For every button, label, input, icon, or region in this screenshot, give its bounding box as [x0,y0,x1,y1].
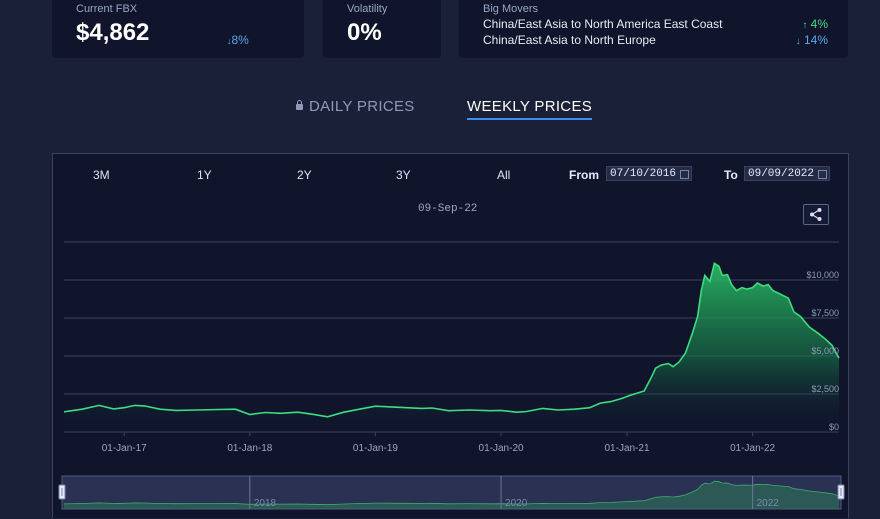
mover-row[interactable]: China/East Asia to North Europe ↓ 14% [483,32,828,48]
arrow-up-icon: ↑ [802,20,808,31]
y-tick-label: $5,000 [811,346,839,356]
price-chart[interactable]: $0 $2,500 $5,000 $7,500 $10,000 01-Jan-17 01-… [53,154,848,519]
fbx-value: $4,862 [76,19,150,46]
mover-route: China/East Asia to North Europe [483,33,656,47]
y-tick-label: $7,500 [811,308,839,318]
mover-change: ↓ 14% [796,32,828,50]
range-button-3m[interactable]: 3M [93,168,110,182]
navigator-line [63,480,840,506]
y-tick-label: $10,000 [806,270,839,280]
x-tick-label: 01-Jan-22 [730,443,775,454]
range-button-2y[interactable]: 2Y [297,168,312,182]
from-date-input[interactable]: 07/10/2016 [606,166,692,181]
x-tick-label: 01-Jan-17 [102,443,147,454]
from-date-value: 07/10/2016 [610,168,677,180]
x-tick-label: 01-Jan-18 [227,443,272,454]
x-tick-label: 01-Jan-21 [604,443,649,454]
navigator-label: 2018 [254,498,277,509]
fbx-label: Current FBX [76,3,138,15]
arrow-down-icon: ↓ [227,36,232,46]
mover-change-value: 4% [810,17,828,31]
mover-row[interactable]: China/East Asia to North America East Co… [483,16,828,32]
range-button-3y[interactable]: 3Y [396,168,411,182]
y-tick-label: $2,500 [811,384,839,394]
fbx-card: Current FBX $4,862 ↓8% [52,0,304,58]
tab-daily-label: DAILY PRICES [309,98,415,115]
price-tabs: DAILY PRICES WEEKLY PRICES [0,98,880,120]
series-area [64,263,839,432]
arrow-down-icon: ↓ [795,36,801,47]
range-button-1y[interactable]: 1Y [197,168,212,182]
tab-weekly-label: WEEKLY PRICES [467,98,593,115]
navigator-label: 2020 [505,498,528,509]
lock-icon [296,100,303,110]
fbx-change: ↓8% [227,33,249,47]
big-movers-label: Big Movers [483,3,539,15]
hover-date-label: 09-Sep-22 [418,203,478,215]
range-button-all[interactable]: All [497,168,511,182]
mover-change: ↑ 4% [802,16,828,34]
chart-panel: 3M 1Y 2Y 3Y All From 07/10/2016 To 09/09… [52,153,849,518]
series-line [63,262,840,418]
x-tick-label: 01-Jan-20 [479,443,524,454]
volatility-value: 0% [347,19,382,46]
tab-daily-prices[interactable]: DAILY PRICES [296,98,415,115]
y-tick-label: $0 [829,422,839,432]
calendar-icon[interactable] [680,170,689,179]
big-movers-card: Big Movers China/East Asia to North Amer… [459,0,848,58]
share-icon [810,208,822,221]
volatility-card: Volatility 0% [323,0,441,58]
mover-change-value: 14% [803,33,828,47]
navigator-area [64,481,839,509]
volatility-label: Volatility [347,3,388,15]
mover-route: China/East Asia to North America East Co… [483,17,723,31]
to-label: To [724,168,738,182]
share-button[interactable] [803,204,829,225]
tab-weekly-prices[interactable]: WEEKLY PRICES [467,98,593,120]
fbx-change-value: 8% [231,33,249,47]
from-label: From [569,168,599,182]
to-date-input[interactable]: 09/09/2022 [744,166,830,181]
calendar-icon[interactable] [818,170,827,179]
to-date-value: 09/09/2022 [748,168,815,180]
x-tick-label: 01-Jan-19 [353,443,398,454]
navigator-label: 2022 [757,498,780,509]
